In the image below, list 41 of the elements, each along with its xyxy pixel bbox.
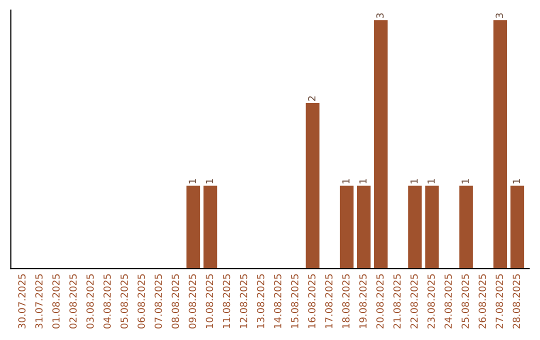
x-tick-label: 14.08.2025 [274,274,282,328]
x-tick-label: 16.08.2025 [308,274,316,328]
x-tick-label: 13.08.2025 [256,274,264,328]
data-label: 1 [342,179,350,184]
x-tick-label: 19.08.2025 [359,274,367,328]
data-label: 1 [206,179,213,184]
data-label: 1 [359,179,366,184]
x-tick-label: 02.08.2025 [69,274,77,328]
data-label: 3 [376,13,384,18]
data-label: 2 [308,96,316,101]
x-tick-label: 21.08.2025 [393,274,401,328]
x-tick-label: 12.08.2025 [240,274,248,328]
x-tick-label: 09.08.2025 [188,274,196,328]
x-tick-label: 11.08.2025 [222,274,230,328]
data-label: 1 [512,179,520,184]
x-tick-label: 24.08.2025 [444,274,452,328]
x-tick-label: 25.08.2025 [462,274,469,328]
x-tick-label: 20.08.2025 [376,274,384,328]
data-label: 1 [462,179,469,184]
data-label: 3 [496,13,504,18]
x-tick-label: 18.08.2025 [342,274,350,328]
x-tick-label: 23.08.2025 [427,274,435,328]
x-tick-label: 05.08.2025 [120,274,128,328]
x-tick-label: 30.07.2025 [18,274,26,328]
x-tick-label: 26.08.2025 [478,274,486,328]
x-tick-label: 22.08.2025 [410,274,418,328]
x-tick-label: 17.08.2025 [325,274,333,328]
x-tick-label: 04.08.2025 [103,274,111,328]
data-label: 1 [188,179,196,184]
x-tick-label: 01.08.2025 [52,274,60,328]
x-tick-label: 28.08.2025 [512,274,520,328]
x-tick-label: 08.08.2025 [172,274,180,328]
data-label: 1 [410,179,418,184]
x-tick-label: 27.08.2025 [496,274,504,328]
x-tick-label: 07.08.2025 [154,274,162,328]
x-tick-label: 15.08.2025 [291,274,298,328]
x-tick-label: 03.08.2025 [86,274,94,328]
x-tick-label: 06.08.2025 [138,274,145,328]
x-tick-label: 31.07.2025 [35,274,43,328]
data-label: 1 [428,179,435,184]
x-tick-label: 10.08.2025 [206,274,214,328]
